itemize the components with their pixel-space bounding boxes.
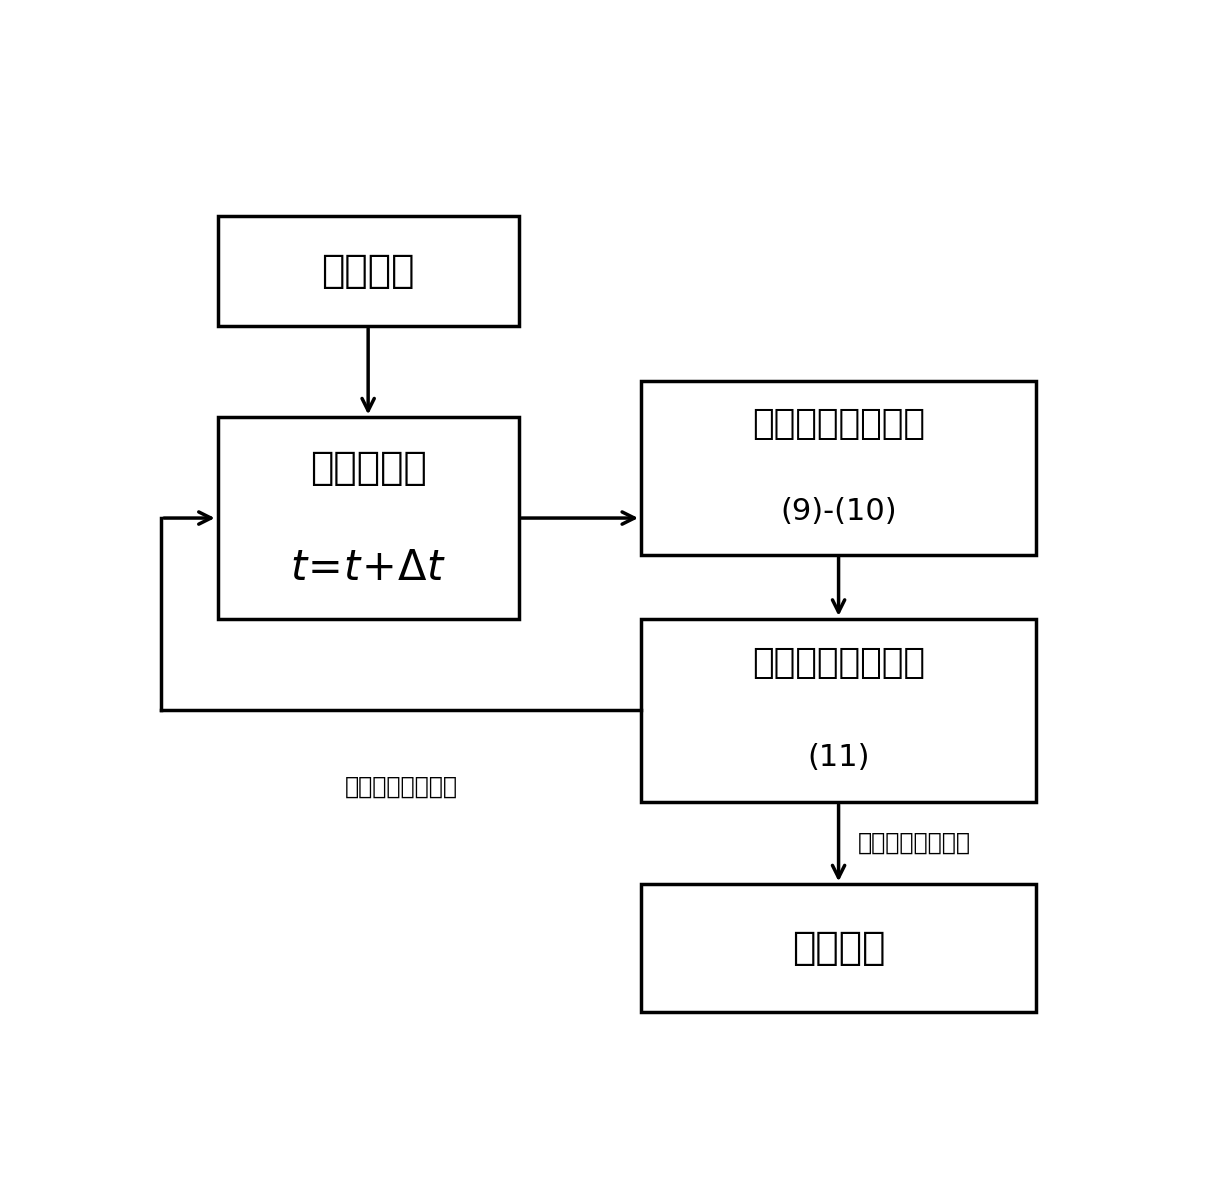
Bar [641,885,1037,1013]
Text: (9)-(10): (9)-(10) [781,497,897,527]
Text: 计算裂缝扩展路径: 计算裂缝扩展路径 [751,646,925,680]
Text: 达到模拟结束时间: 达到模拟结束时间 [857,831,970,855]
Text: 计算流固耦合方程: 计算流固耦合方程 [751,407,925,441]
Bar [641,618,1037,801]
Bar [641,380,1037,554]
Text: 输出结果: 输出结果 [792,930,885,968]
Text: 参数输入: 参数输入 [322,252,415,290]
Bar [217,216,518,326]
Text: $t\!=\!t\!+\!\Delta t$: $t\!=\!t\!+\!\Delta t$ [290,547,446,590]
Text: 未到模拟结束时间: 未到模拟结束时间 [345,774,458,798]
Text: 新时间单元: 新时间单元 [310,448,426,486]
Bar [217,417,518,618]
Text: (11): (11) [807,743,869,773]
